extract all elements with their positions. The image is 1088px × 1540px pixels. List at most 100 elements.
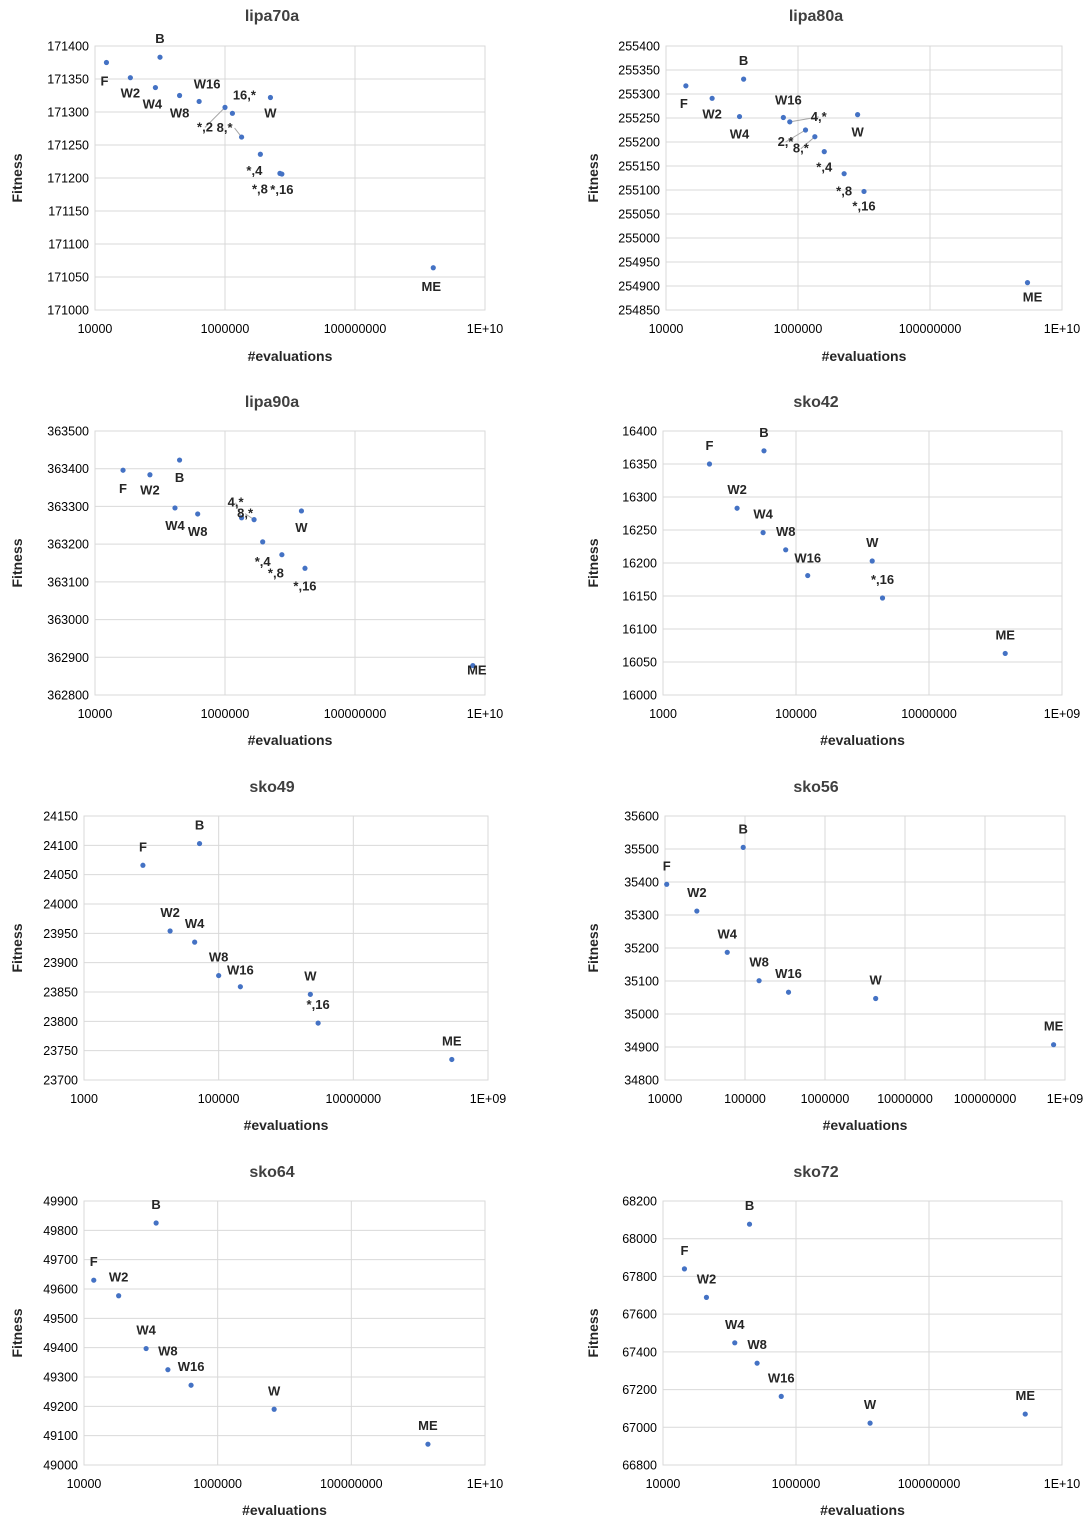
chart-panel-sko64: sko64 49000 49100 49200 49300 49400 49500 4960… xyxy=(0,1155,544,1540)
y-tick-label: 255150 xyxy=(618,160,660,174)
chart-plot-lipa90a: 362800 362900 363000 363100 363200 363300 3634… xyxy=(9,425,503,749)
data-point xyxy=(430,265,436,271)
y-tick-label: 171100 xyxy=(48,238,89,252)
data-point xyxy=(192,939,198,945)
data-point xyxy=(425,1441,431,1447)
x-axis-title: #evaluations xyxy=(242,1502,327,1518)
y-tick-label: 255200 xyxy=(618,136,660,150)
y-tick-label: 49600 xyxy=(43,1283,78,1297)
chart-title: sko56 xyxy=(793,779,839,796)
data-label: W2 xyxy=(160,905,180,920)
chart-plot-sko49: 23700 23750 23800 23850 23900 23950 24000 24050… xyxy=(9,810,506,1134)
data-point xyxy=(298,508,305,514)
data-label: *,8 xyxy=(836,184,852,199)
data-point xyxy=(103,59,110,66)
y-tick-label: 35000 xyxy=(624,1008,659,1022)
y-tick-label: 23700 xyxy=(43,1074,78,1088)
data-label: *,16 xyxy=(307,997,330,1012)
x-axis-title: #evaluations xyxy=(244,1117,329,1133)
y-axis-title: Fitness xyxy=(9,153,25,202)
data-label: W8 xyxy=(749,955,769,970)
y-tick-label: 363200 xyxy=(47,538,89,552)
data-label: W xyxy=(295,520,308,535)
label-leader-line xyxy=(789,116,819,123)
plot-area xyxy=(94,430,486,696)
data-label: W8 xyxy=(209,950,229,965)
y-tick-label: 16200 xyxy=(622,557,657,571)
x-axis-title: #evaluations xyxy=(822,348,907,364)
data-point xyxy=(271,1406,277,1412)
data-point xyxy=(812,134,818,140)
data-label: F xyxy=(119,481,127,496)
chart-plot-lipa70a: 171000 171050 171100 171150 171200 171250 1713… xyxy=(9,31,504,364)
data-label: 4,* xyxy=(228,495,245,510)
y-tick-label: 16000 xyxy=(622,689,657,703)
x-tick-label: 100000 xyxy=(724,1092,766,1106)
data-label: ME xyxy=(442,1033,462,1048)
label-leader-line xyxy=(785,129,806,143)
plot-area xyxy=(83,815,489,1081)
data-label: 8,* xyxy=(237,506,254,521)
data-point xyxy=(709,95,715,101)
data-point xyxy=(785,989,792,995)
chart-panel-lipa80a: lipa80a 254850 254900 254950 255000 255050 25… xyxy=(544,0,1088,385)
data-label: 16,* xyxy=(233,87,257,102)
data-label: ME xyxy=(422,279,442,294)
chart-title: lipa70a xyxy=(244,8,300,25)
data-point xyxy=(821,149,827,155)
y-tick-label: 16300 xyxy=(622,491,657,505)
x-axis-title: #evaluations xyxy=(820,732,905,748)
y-tick-label: 67800 xyxy=(622,1270,657,1284)
data-label: W8 xyxy=(776,524,796,539)
y-tick-label: 24050 xyxy=(43,868,78,882)
data-point xyxy=(780,114,786,121)
data-label: W16 xyxy=(194,76,221,91)
chart-title: lipa90a xyxy=(244,394,300,411)
data-point xyxy=(694,908,700,914)
data-label: B xyxy=(739,53,748,68)
data-point xyxy=(778,1393,784,1399)
data-label: *,16 xyxy=(293,578,316,593)
data-point xyxy=(302,565,308,571)
chart-panel-sko72: sko72 66800 67000 67200 67400 67600 67800 6800… xyxy=(544,1155,1088,1540)
chart-panel-lipa90a: lipa90a 362800 362900 363000 363100 363200 36… xyxy=(0,385,544,770)
y-tick-label: 171000 xyxy=(47,304,89,318)
data-label: W2 xyxy=(697,1271,717,1286)
data-label: W xyxy=(851,125,864,140)
y-tick-label: 255350 xyxy=(618,64,660,78)
data-point xyxy=(196,98,202,105)
x-tick-label: 100000000 xyxy=(320,1477,383,1491)
x-tick-label: 100000000 xyxy=(898,1477,961,1491)
x-tick-label: 10000000 xyxy=(901,707,957,721)
data-point xyxy=(1024,280,1031,286)
data-label: W16 xyxy=(227,963,254,978)
data-point xyxy=(449,1056,455,1063)
y-tick-label: 362900 xyxy=(47,651,89,665)
y-tick-label: 49800 xyxy=(43,1224,78,1238)
y-tick-label: 171250 xyxy=(47,139,89,153)
data-point xyxy=(238,515,245,521)
data-point xyxy=(861,188,867,195)
y-tick-label: 24100 xyxy=(43,839,78,853)
data-point xyxy=(802,127,809,133)
data-label: F xyxy=(680,1243,688,1258)
y-tick-label: 16050 xyxy=(622,656,657,670)
chart-plot-sko72: 66800 67000 67200 67400 67600 67800 68000 68200… xyxy=(585,1195,1080,1519)
y-tick-label: 254900 xyxy=(618,280,660,294)
data-label: ME xyxy=(1044,1019,1064,1034)
data-label: W8 xyxy=(747,1337,767,1352)
y-tick-label: 254950 xyxy=(618,256,660,270)
y-tick-label: 49700 xyxy=(43,1253,78,1267)
data-point xyxy=(279,552,285,558)
y-tick-label: 255100 xyxy=(618,184,660,198)
data-point xyxy=(140,862,146,868)
y-tick-label: 171350 xyxy=(47,73,89,87)
data-label: W2 xyxy=(702,106,722,121)
data-point xyxy=(783,547,789,553)
chart-panel-lipa70a: lipa70a 171000 171050 171100 171150 171200 17… xyxy=(0,0,544,385)
data-label: W xyxy=(304,968,317,983)
x-tick-label: 1E+10 xyxy=(467,322,504,336)
y-tick-label: 49500 xyxy=(43,1312,78,1326)
x-axis-title: #evaluations xyxy=(820,1502,905,1518)
data-label: B xyxy=(759,425,768,440)
